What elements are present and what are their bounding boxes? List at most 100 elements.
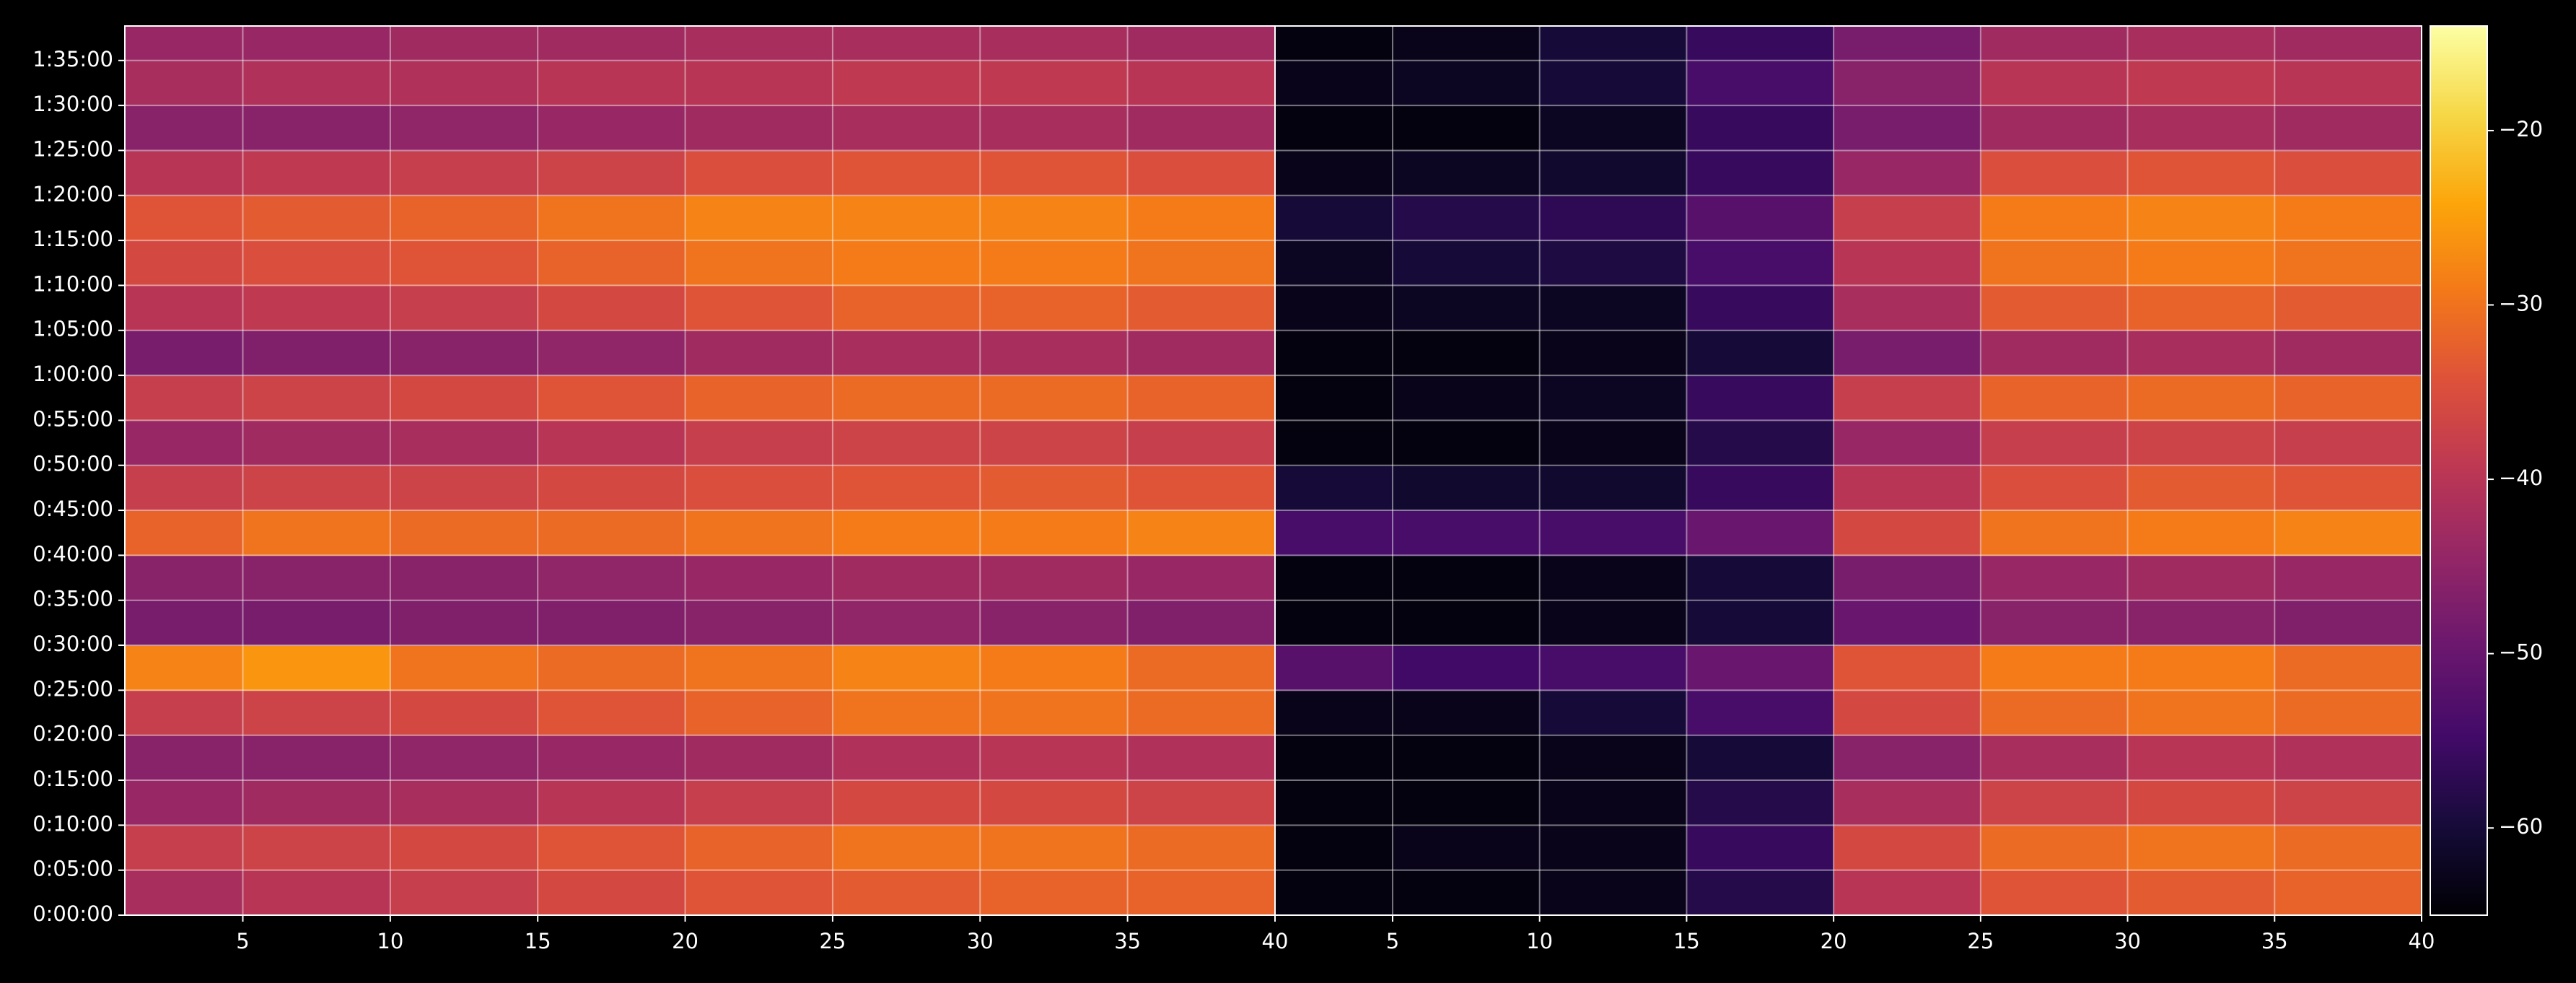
heatmap-cell xyxy=(538,465,686,511)
heatmap-panel xyxy=(125,26,1276,916)
heatmap-cell xyxy=(390,240,538,286)
heatmap-cell xyxy=(832,26,981,61)
heatmap-cell xyxy=(2127,825,2275,871)
heatmap-cell xyxy=(980,870,1129,916)
heatmap-cell xyxy=(1980,150,2129,196)
heatmap-cell xyxy=(1539,690,1687,736)
heatmap-cell xyxy=(1539,375,1687,421)
x-tick-label: 35 xyxy=(1114,929,1141,953)
heatmap-cell xyxy=(1980,26,2129,61)
heatmap-cell xyxy=(390,780,538,826)
heatmap-cell xyxy=(1834,735,1981,781)
heatmap-cell xyxy=(1392,195,1541,241)
heatmap-cell xyxy=(242,26,391,61)
heatmap-cell xyxy=(242,60,391,106)
heatmap-cell xyxy=(1834,330,1981,376)
x-tick-label: 40 xyxy=(2409,929,2435,953)
heatmap-cell xyxy=(1392,375,1541,421)
heatmap-cell xyxy=(832,240,981,286)
heatmap-cell xyxy=(1392,645,1541,691)
y-tick-label: 1:10:00 xyxy=(32,271,113,296)
heatmap-cell xyxy=(125,645,243,691)
heatmap-cell xyxy=(1539,465,1687,511)
heatmap-cell xyxy=(242,645,391,691)
heatmap-cell xyxy=(980,60,1129,106)
heatmap-cell xyxy=(1127,600,1276,646)
heatmap-cell xyxy=(538,375,686,421)
heatmap-cell xyxy=(125,26,243,61)
colorbar-tick-label: −30 xyxy=(2499,292,2543,316)
heatmap-cell xyxy=(685,105,833,151)
heatmap-cell xyxy=(125,735,243,781)
heatmap-cell xyxy=(538,555,686,601)
heatmap-cell xyxy=(1686,195,1834,241)
heatmap-cell xyxy=(2274,645,2422,691)
heatmap-cell xyxy=(685,285,833,331)
heatmap-cell xyxy=(2274,285,2422,331)
heatmap-cell xyxy=(2127,510,2275,556)
y-tick-label: 0:30:00 xyxy=(32,632,113,656)
heatmap-cell xyxy=(390,420,538,466)
x-tick-label: 35 xyxy=(2261,929,2288,953)
heatmap-cell xyxy=(1127,780,1276,826)
heatmap-cell xyxy=(1834,690,1981,736)
heatmap-cell xyxy=(242,510,391,556)
y-tick-label: 0:25:00 xyxy=(32,676,113,701)
heatmap-cell xyxy=(242,105,391,151)
heatmap-cell xyxy=(1834,780,1981,826)
heatmap-cell xyxy=(980,375,1129,421)
heatmap-cell xyxy=(242,195,391,241)
heatmap-cell xyxy=(2274,735,2422,781)
heatmap-cell xyxy=(1980,60,2129,106)
heatmap-cell xyxy=(832,60,981,106)
heatmap-cell xyxy=(2274,825,2422,871)
heatmap-cell xyxy=(125,240,243,286)
heatmap-cell xyxy=(242,555,391,601)
heatmap-cell xyxy=(242,285,391,331)
x-tick-label: 30 xyxy=(2114,929,2141,953)
heatmap-cell xyxy=(125,285,243,331)
heatmap-cell xyxy=(1686,645,1834,691)
heatmap-cell xyxy=(1980,825,2129,871)
heatmap-cell xyxy=(390,105,538,151)
heatmap-cell xyxy=(1127,195,1276,241)
heatmap-cell xyxy=(1834,600,1981,646)
heatmap-cell xyxy=(1539,105,1687,151)
heatmap-cell xyxy=(538,150,686,196)
heatmap-cell xyxy=(1539,510,1687,556)
heatmap-cell xyxy=(1539,240,1687,286)
heatmap-cell xyxy=(2127,690,2275,736)
heatmap-cell xyxy=(538,600,686,646)
heatmap-cell xyxy=(538,825,686,871)
heatmap-cell xyxy=(1275,285,1393,331)
heatmap-cell xyxy=(832,420,981,466)
heatmap-cell xyxy=(242,690,391,736)
heatmap-cell xyxy=(1127,240,1276,286)
heatmap-cell xyxy=(1127,285,1276,331)
heatmap-cell xyxy=(832,510,981,556)
heatmap-cell xyxy=(1686,420,1834,466)
heatmap-cell xyxy=(832,330,981,376)
heatmap-cell xyxy=(1686,150,1834,196)
heatmap-cell xyxy=(832,690,981,736)
heatmap-cell xyxy=(2274,420,2422,466)
heatmap-cell xyxy=(980,645,1129,691)
colorbar-tick-label: −50 xyxy=(2499,640,2543,665)
heatmap-cell xyxy=(125,105,243,151)
heatmap-cell xyxy=(1686,240,1834,286)
heatmap-cell xyxy=(832,825,981,871)
colorbar-tick-label: −60 xyxy=(2499,814,2543,839)
heatmap-cell xyxy=(2274,330,2422,376)
x-tick-label: 20 xyxy=(1821,929,1847,953)
heatmap-cell xyxy=(2274,465,2422,511)
heatmap-cell xyxy=(390,26,538,61)
heatmap-cell xyxy=(125,195,243,241)
heatmap-cell xyxy=(390,195,538,241)
heatmap-cell xyxy=(1980,600,2129,646)
heatmap-cell xyxy=(1127,645,1276,691)
heatmap-cell xyxy=(1980,645,2129,691)
heatmap-cell xyxy=(1275,195,1393,241)
heatmap-cell xyxy=(390,60,538,106)
heatmap-cell xyxy=(390,825,538,871)
heatmap-cell xyxy=(685,420,833,466)
